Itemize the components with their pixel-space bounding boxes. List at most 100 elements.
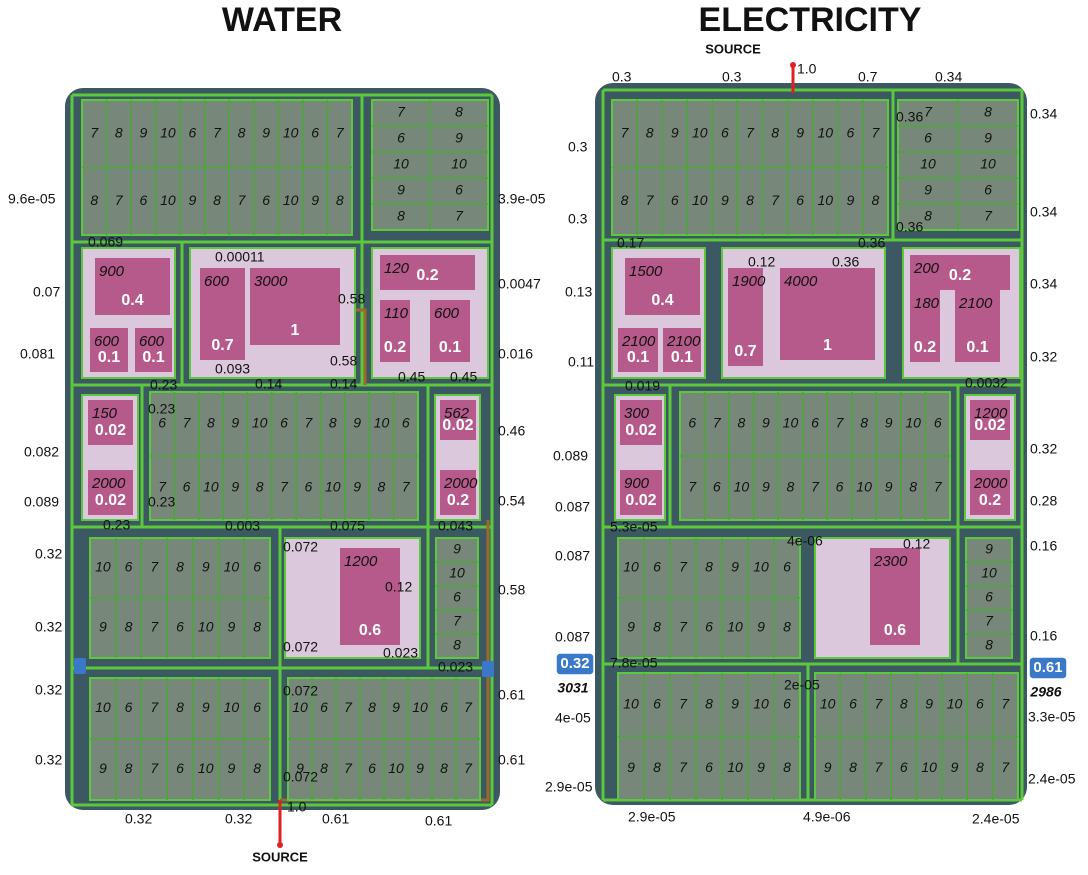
building-size: 1900 xyxy=(732,273,766,290)
edge-label: 0.46 xyxy=(498,423,525,439)
lot-label: 10 xyxy=(283,192,299,208)
building-size: 2100 xyxy=(621,333,656,350)
building xyxy=(430,300,470,362)
lot-label: 9 xyxy=(757,759,765,775)
lot-label: 9 xyxy=(925,695,933,711)
edge-label: 0.61 xyxy=(322,811,349,827)
lot-label: 9 xyxy=(228,760,236,776)
lot-label: 7 xyxy=(150,760,159,776)
lot-label: 6 xyxy=(934,415,942,431)
building-size: 2300 xyxy=(873,553,908,570)
lot-label: 10 xyxy=(947,695,963,711)
edge-label: 0.36 xyxy=(858,235,885,251)
lot-label: 8 xyxy=(253,619,261,635)
edge-label: 0.072 xyxy=(283,683,318,699)
edge-label: 0.32 xyxy=(1030,441,1057,457)
lot-label: 9 xyxy=(231,479,239,495)
edge-label: 0.093 xyxy=(215,361,250,377)
lot-label: 9 xyxy=(231,415,239,431)
lot-label: 9 xyxy=(453,541,461,557)
building xyxy=(618,328,658,372)
lot-label: 9 xyxy=(757,619,765,635)
lot-label: 10 xyxy=(692,124,708,140)
building-size: 2100 xyxy=(958,295,993,312)
lot-label: 7 xyxy=(150,619,159,635)
edge-label: 0.36 xyxy=(896,219,923,235)
lot-label: 9 xyxy=(885,479,893,495)
edge-label: 4e-05 xyxy=(555,710,591,726)
lot-label: 9 xyxy=(99,760,107,776)
lot-label: 7 xyxy=(150,699,159,715)
lot-label: 8 xyxy=(783,619,791,635)
edge-label: 2e-05 xyxy=(784,677,820,693)
building-load: 0.2 xyxy=(384,339,406,356)
building xyxy=(780,268,875,360)
lot-label: 9 xyxy=(627,759,635,775)
building-size: 110 xyxy=(384,305,409,322)
edge-label: 0.12 xyxy=(748,254,775,270)
lot-label: 7 xyxy=(679,695,688,711)
edge-label: 0.45 xyxy=(398,369,425,385)
building-size: 2000 xyxy=(973,475,1008,492)
building-size: 3000 xyxy=(254,273,288,290)
lot-label: 8 xyxy=(213,192,221,208)
lot-label: 8 xyxy=(125,760,133,776)
lot-label: 9 xyxy=(202,559,210,575)
lot-label: 9 xyxy=(353,479,361,495)
lot-label: 6 xyxy=(453,589,461,605)
lot-label: 10 xyxy=(412,699,428,715)
edge-label: 0.34 xyxy=(1030,204,1057,220)
building-load: 0.6 xyxy=(359,622,381,639)
lot-label: 8 xyxy=(900,695,908,711)
building-size: 200 xyxy=(913,260,940,277)
lot-label: 6 xyxy=(783,559,791,575)
lot-label: 8 xyxy=(705,695,713,711)
lot-label: 6 xyxy=(280,415,288,431)
node-id: 2986 xyxy=(1029,684,1061,700)
lot-label: 6 xyxy=(783,695,791,711)
lot-label: 10 xyxy=(623,559,639,575)
lot-label: 7 xyxy=(872,124,881,140)
lot-label: 10 xyxy=(224,559,240,575)
building xyxy=(88,400,133,445)
edge-label: 0.11 xyxy=(568,354,594,370)
building-size: 1500 xyxy=(629,263,663,280)
lot-label: 7 xyxy=(158,479,167,495)
building-size: 2000 xyxy=(91,475,126,492)
lot-label: 10 xyxy=(783,415,799,431)
lot-label: 7 xyxy=(679,619,688,635)
edge-label: 0.072 xyxy=(283,769,318,785)
lot-label: 10 xyxy=(252,415,268,431)
building xyxy=(440,470,476,515)
lot-label: 9 xyxy=(885,415,893,431)
lot-label: 6 xyxy=(721,124,729,140)
lot-label: 7 xyxy=(984,208,993,224)
edge-label: 2.4e-05 xyxy=(1028,771,1076,787)
building xyxy=(620,470,662,515)
edge-label: 0.23 xyxy=(103,517,130,533)
lot-label: 7 xyxy=(115,192,124,208)
lot-label: 6 xyxy=(311,124,319,140)
lot-label: 8 xyxy=(653,619,661,635)
lot-label: 8 xyxy=(737,415,745,431)
lot-label: 8 xyxy=(455,104,463,120)
building-size: 900 xyxy=(99,263,125,280)
building xyxy=(250,268,340,345)
edge-label: 0.32 xyxy=(35,682,62,698)
edge-label: 0.7 xyxy=(858,69,878,85)
edge-label: 0.32 xyxy=(125,811,152,827)
lot-label: 7 xyxy=(985,613,994,629)
building-load: 0.1 xyxy=(142,349,164,366)
lot-label: 7 xyxy=(397,104,406,120)
lot-label: 9 xyxy=(731,695,739,711)
building-load: 0.02 xyxy=(95,422,126,439)
lot-label: 9 xyxy=(627,619,635,635)
building-load: 0.4 xyxy=(121,292,143,309)
edge-label: 0.23 xyxy=(150,377,177,393)
lot-label: 10 xyxy=(727,759,743,775)
edge-label: 9.6e-05 xyxy=(8,191,56,207)
lot-label: 7 xyxy=(771,192,780,208)
building-load: 0.2 xyxy=(914,339,936,356)
building-load: 1 xyxy=(823,337,832,354)
